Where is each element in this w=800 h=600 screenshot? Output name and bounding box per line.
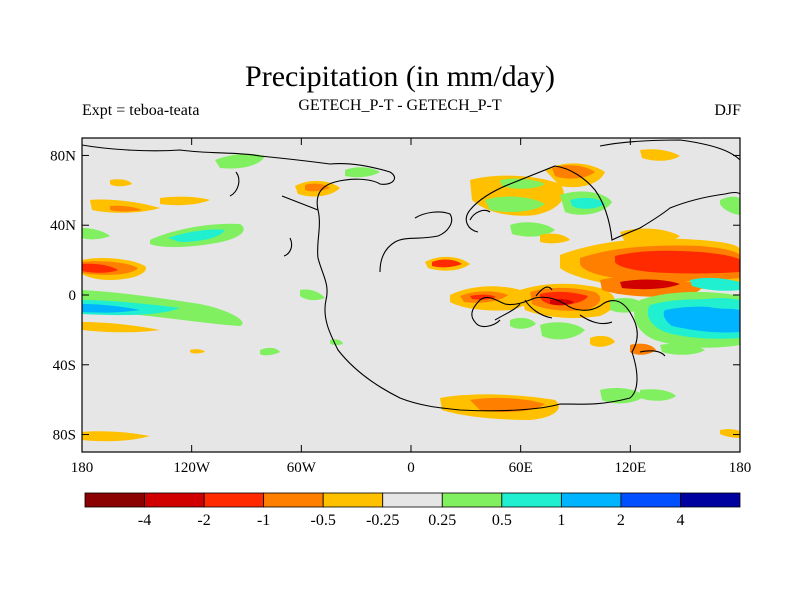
axis-ticks: 180 120W 60W 0 60E 120E 180 80N 40N 0 40S 80S [50, 138, 751, 476]
colorbar-swatch [680, 492, 741, 508]
y-tick-label: 80S [53, 428, 76, 444]
colorbar: -4 -2 -1 -0.5 -0.25 0.25 0.5 1 2 4 [84, 492, 741, 529]
coastlines [82, 139, 740, 412]
y-tick-label: 80N [50, 148, 76, 164]
season-label: DJF [714, 102, 741, 119]
colorbar-label: -1 [257, 512, 270, 529]
colorbar-label: 0.5 [492, 512, 512, 529]
y-tick-label: 0 [69, 288, 77, 304]
x-tick-label: 60E [509, 460, 533, 476]
colorbar-label: 4 [676, 512, 684, 529]
colorbar-swatch [322, 492, 384, 508]
colorbar-swatch [144, 492, 205, 508]
dataset-label: GETECH_P-T - GETECH_P-T [298, 97, 502, 114]
x-tick-label: 0 [407, 460, 415, 476]
colorbar-swatch [203, 492, 265, 508]
colorbar-swatch [382, 492, 443, 508]
colorbar-label: -2 [197, 512, 210, 529]
colorbar-swatch [84, 492, 145, 508]
colorbar-label: 2 [617, 512, 625, 529]
colorbar-label: 0.25 [428, 512, 456, 529]
x-tick-label: 180 [729, 460, 752, 476]
colorbar-label: -0.25 [366, 512, 399, 529]
colorbar-swatch [501, 492, 562, 508]
colorbar-label: 1 [557, 512, 565, 529]
y-tick-label: 40N [50, 218, 76, 234]
experiment-label: Expt = teboa-teata [82, 102, 200, 119]
colorbar-swatch [620, 492, 681, 508]
colorbar-swatch [441, 492, 503, 508]
x-tick-label: 60W [287, 460, 317, 476]
y-tick-label: 40S [53, 358, 76, 374]
colorbar-label: -0.5 [311, 512, 336, 529]
x-tick-label: 120E [614, 460, 646, 476]
colorbar-label: -4 [138, 512, 151, 529]
colorbar-swatch [263, 492, 324, 508]
x-tick-label: 180 [71, 460, 94, 476]
colorbar-swatch [560, 492, 622, 508]
x-tick-label: 120W [173, 460, 211, 476]
map-title: Precipitation (in mm/day) [245, 60, 555, 93]
